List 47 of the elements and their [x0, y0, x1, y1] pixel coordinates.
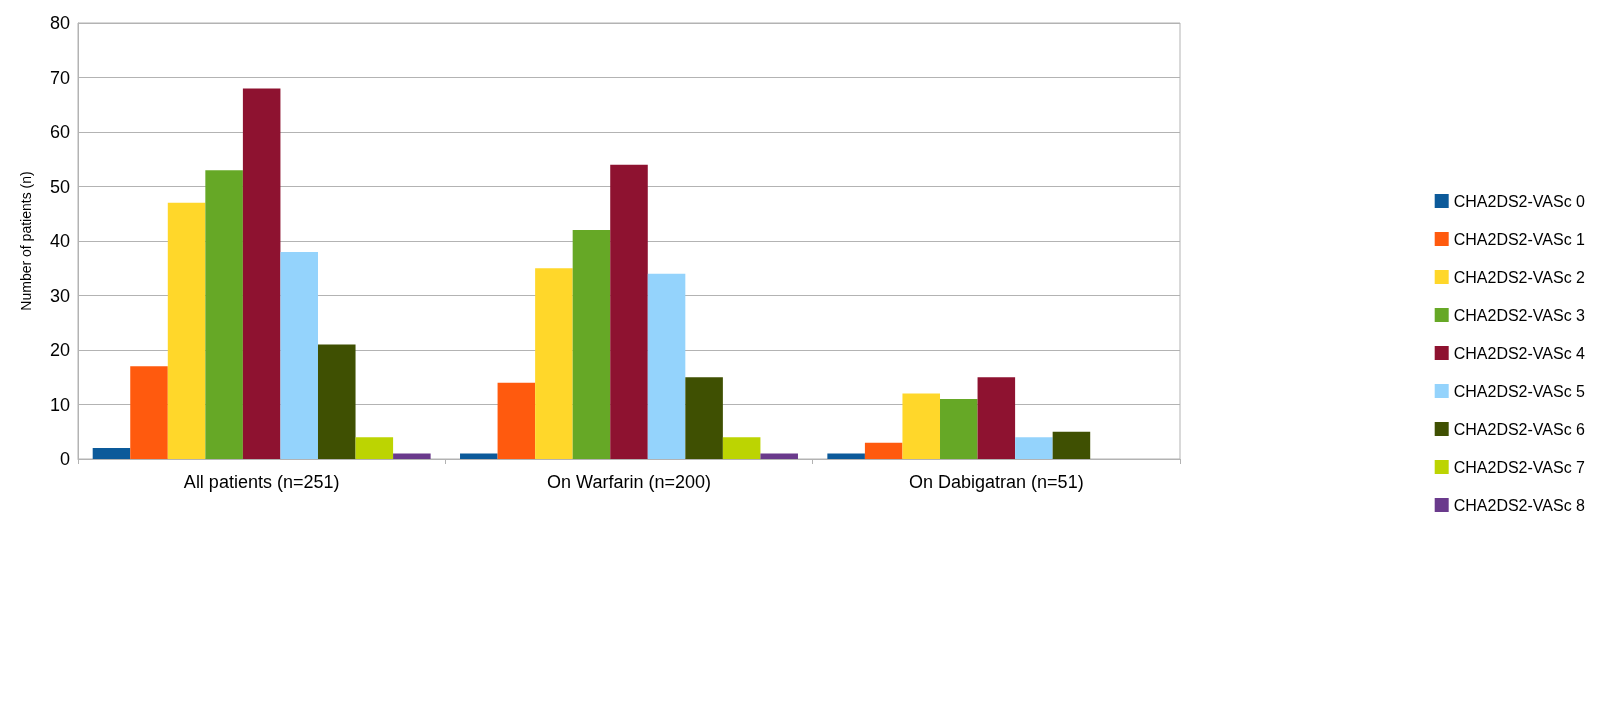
- legend-label: CHA2DS2-VASc 3: [1453, 306, 1586, 324]
- bar: [497, 382, 536, 459]
- y-tick-label: 60: [49, 122, 70, 142]
- bar: [722, 437, 761, 459]
- bar: [280, 251, 318, 459]
- y-tick-label: 80: [49, 13, 70, 33]
- y-tick-label: 20: [49, 340, 70, 360]
- y-tick-label: 50: [49, 176, 70, 197]
- bar: [685, 377, 723, 459]
- y-tick-label: 10: [49, 394, 70, 415]
- legend-label: CHA2DS2-VASc 1: [1453, 230, 1586, 248]
- legend-label: CHA2DS2-VASc 8: [1453, 496, 1586, 514]
- bar: [864, 442, 903, 459]
- bar: [1015, 437, 1053, 459]
- bar: [242, 88, 281, 459]
- x-tick-label: On Dabigatran (n=51): [909, 472, 1084, 492]
- legend-label: CHA2DS2-VASc 4: [1453, 344, 1586, 362]
- bar: [572, 230, 611, 459]
- legend-label: CHA2DS2-VASc 7: [1453, 458, 1586, 476]
- bar: [977, 377, 1016, 459]
- bar: [393, 453, 431, 459]
- legend-label: CHA2DS2-VASc 6: [1453, 420, 1586, 438]
- y-tick-label: 40: [49, 231, 70, 251]
- bar: [167, 202, 206, 459]
- bar: [760, 453, 798, 459]
- legend-label: CHA2DS2-VASc 5: [1453, 382, 1586, 400]
- bar: [205, 170, 243, 459]
- bar: [535, 268, 573, 459]
- bar: [317, 344, 356, 459]
- y-tick-label: 70: [49, 67, 70, 88]
- bar: [130, 366, 168, 459]
- legend-label: CHA2DS2-VASc 0: [1453, 192, 1586, 210]
- bar: [92, 448, 131, 459]
- x-tick-label: On Warfarin (n=200): [547, 472, 711, 492]
- bar: [1052, 431, 1091, 459]
- bar: [827, 453, 865, 459]
- bar: [460, 453, 498, 459]
- y-tick-label: 0: [59, 449, 70, 469]
- legend-label: CHA2DS2-VASc 2: [1453, 268, 1586, 286]
- y-tick-label: 30: [49, 285, 70, 306]
- bar: [610, 164, 648, 459]
- bar: [355, 437, 394, 459]
- y-axis-title: Number of patients (n): [18, 171, 34, 311]
- bar: [902, 393, 941, 459]
- x-tick-label: All patients (n=251): [183, 472, 340, 492]
- bar: [647, 273, 686, 459]
- bar: [940, 399, 978, 459]
